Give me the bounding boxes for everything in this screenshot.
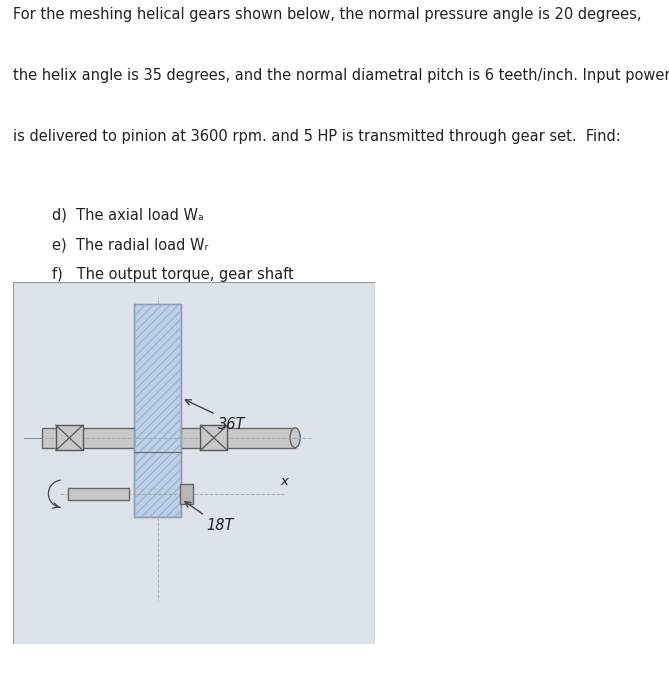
Bar bbox=[56, 425, 83, 450]
Bar bbox=[42, 428, 134, 447]
Bar bbox=[134, 304, 181, 518]
Text: 18T: 18T bbox=[207, 518, 234, 533]
Bar bbox=[200, 425, 227, 450]
Text: e)  The radial load Wᵣ: e) The radial load Wᵣ bbox=[52, 237, 208, 252]
Text: f)   The output torque, gear shaft: f) The output torque, gear shaft bbox=[52, 267, 294, 282]
Text: 36T: 36T bbox=[217, 417, 245, 432]
Bar bbox=[179, 484, 193, 504]
Ellipse shape bbox=[290, 428, 300, 447]
Text: is delivered to pinion at 3600 rpm. and 5 HP is transmitted through gear set.  F: is delivered to pinion at 3600 rpm. and … bbox=[13, 129, 621, 144]
Text: the helix angle is 35 degrees, and the normal diametral pitch is 6 teeth/inch. I: the helix angle is 35 degrees, and the n… bbox=[13, 68, 669, 83]
Text: d)  The axial load Wₐ: d) The axial load Wₐ bbox=[52, 208, 203, 223]
Text: For the meshing helical gears shown below, the normal pressure angle is 20 degre: For the meshing helical gears shown belo… bbox=[13, 7, 642, 22]
Bar bbox=[68, 488, 129, 500]
Text: x: x bbox=[281, 475, 288, 488]
Bar bbox=[181, 428, 295, 447]
